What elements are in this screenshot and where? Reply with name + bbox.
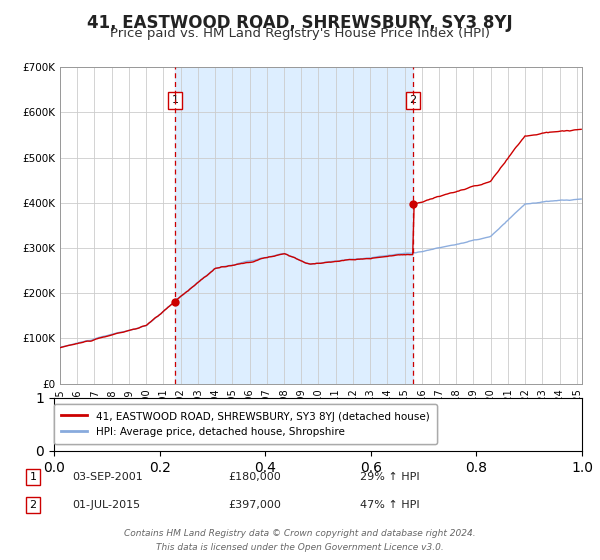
Text: Contains HM Land Registry data © Crown copyright and database right 2024.: Contains HM Land Registry data © Crown c… (124, 529, 476, 538)
Text: 1: 1 (172, 95, 178, 105)
Text: 29% ↑ HPI: 29% ↑ HPI (360, 472, 419, 482)
Text: This data is licensed under the Open Government Licence v3.0.: This data is licensed under the Open Gov… (156, 543, 444, 552)
Text: 2: 2 (410, 95, 417, 105)
Text: Price paid vs. HM Land Registry's House Price Index (HPI): Price paid vs. HM Land Registry's House … (110, 27, 490, 40)
Legend: 41, EASTWOOD ROAD, SHREWSBURY, SY3 8YJ (detached house), HPI: Average price, det: 41, EASTWOOD ROAD, SHREWSBURY, SY3 8YJ (… (54, 404, 437, 444)
Bar (175, 67, 413, 384)
Text: 01-JUL-2015: 01-JUL-2015 (72, 500, 140, 510)
Text: £397,000: £397,000 (228, 500, 281, 510)
Text: £180,000: £180,000 (228, 472, 281, 482)
Text: 03-SEP-2001: 03-SEP-2001 (72, 472, 143, 482)
Text: 2: 2 (29, 500, 37, 510)
Text: 41, EASTWOOD ROAD, SHREWSBURY, SY3 8YJ: 41, EASTWOOD ROAD, SHREWSBURY, SY3 8YJ (87, 14, 513, 32)
Text: 1: 1 (29, 472, 37, 482)
Text: 47% ↑ HPI: 47% ↑ HPI (360, 500, 419, 510)
